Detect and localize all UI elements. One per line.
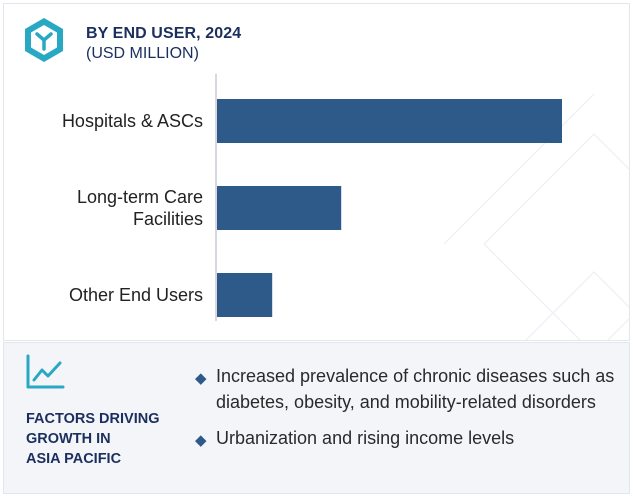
category-label: Facilities [133,209,203,229]
chart-title: BY END USER, 2024 [86,25,242,42]
chart-subtitle: (USD MILLION) [86,45,199,62]
bar [217,273,273,317]
bar [217,99,562,143]
factors-heading-line: ASIA PACIFIC [26,451,122,467]
bullet-text: Increased prevalence of chronic diseases… [216,366,615,412]
trend-line-chart-icon [26,354,65,389]
list-item: ◆ Increased prevalence of chronic diseas… [194,363,624,415]
list-item: ◆ Urbanization and rising income levels [194,425,624,451]
factors-panel: FACTORS DRIVING GROWTH IN ASIA PACIFIC ◆… [3,342,630,494]
category-label: Other End Users [69,285,203,305]
chart-card: BY END USER, 2024 (USD MILLION) Hospital… [3,3,630,341]
category-label: Hospitals & ASCs [62,111,203,131]
watermark-lines [443,93,629,340]
factors-heading-line: FACTORS DRIVING [26,411,160,427]
diamond-bullet-icon: ◆ [195,432,207,449]
bullet-text: Urbanization and rising income levels [216,428,515,448]
cube-logo-icon [25,18,63,62]
category-label: Long-term Care [77,187,203,207]
diamond-bullet-icon: ◆ [195,370,207,387]
factors-heading-line: GROWTH IN [26,431,111,447]
factors-heading: FACTORS DRIVING GROWTH IN ASIA PACIFIC [26,409,186,469]
bar [217,186,342,230]
bar-chart: Hospitals & ASCs Long-term CareFacilities… [62,74,562,321]
factors-list: ◆ Increased prevalence of chronic diseas… [194,363,624,461]
